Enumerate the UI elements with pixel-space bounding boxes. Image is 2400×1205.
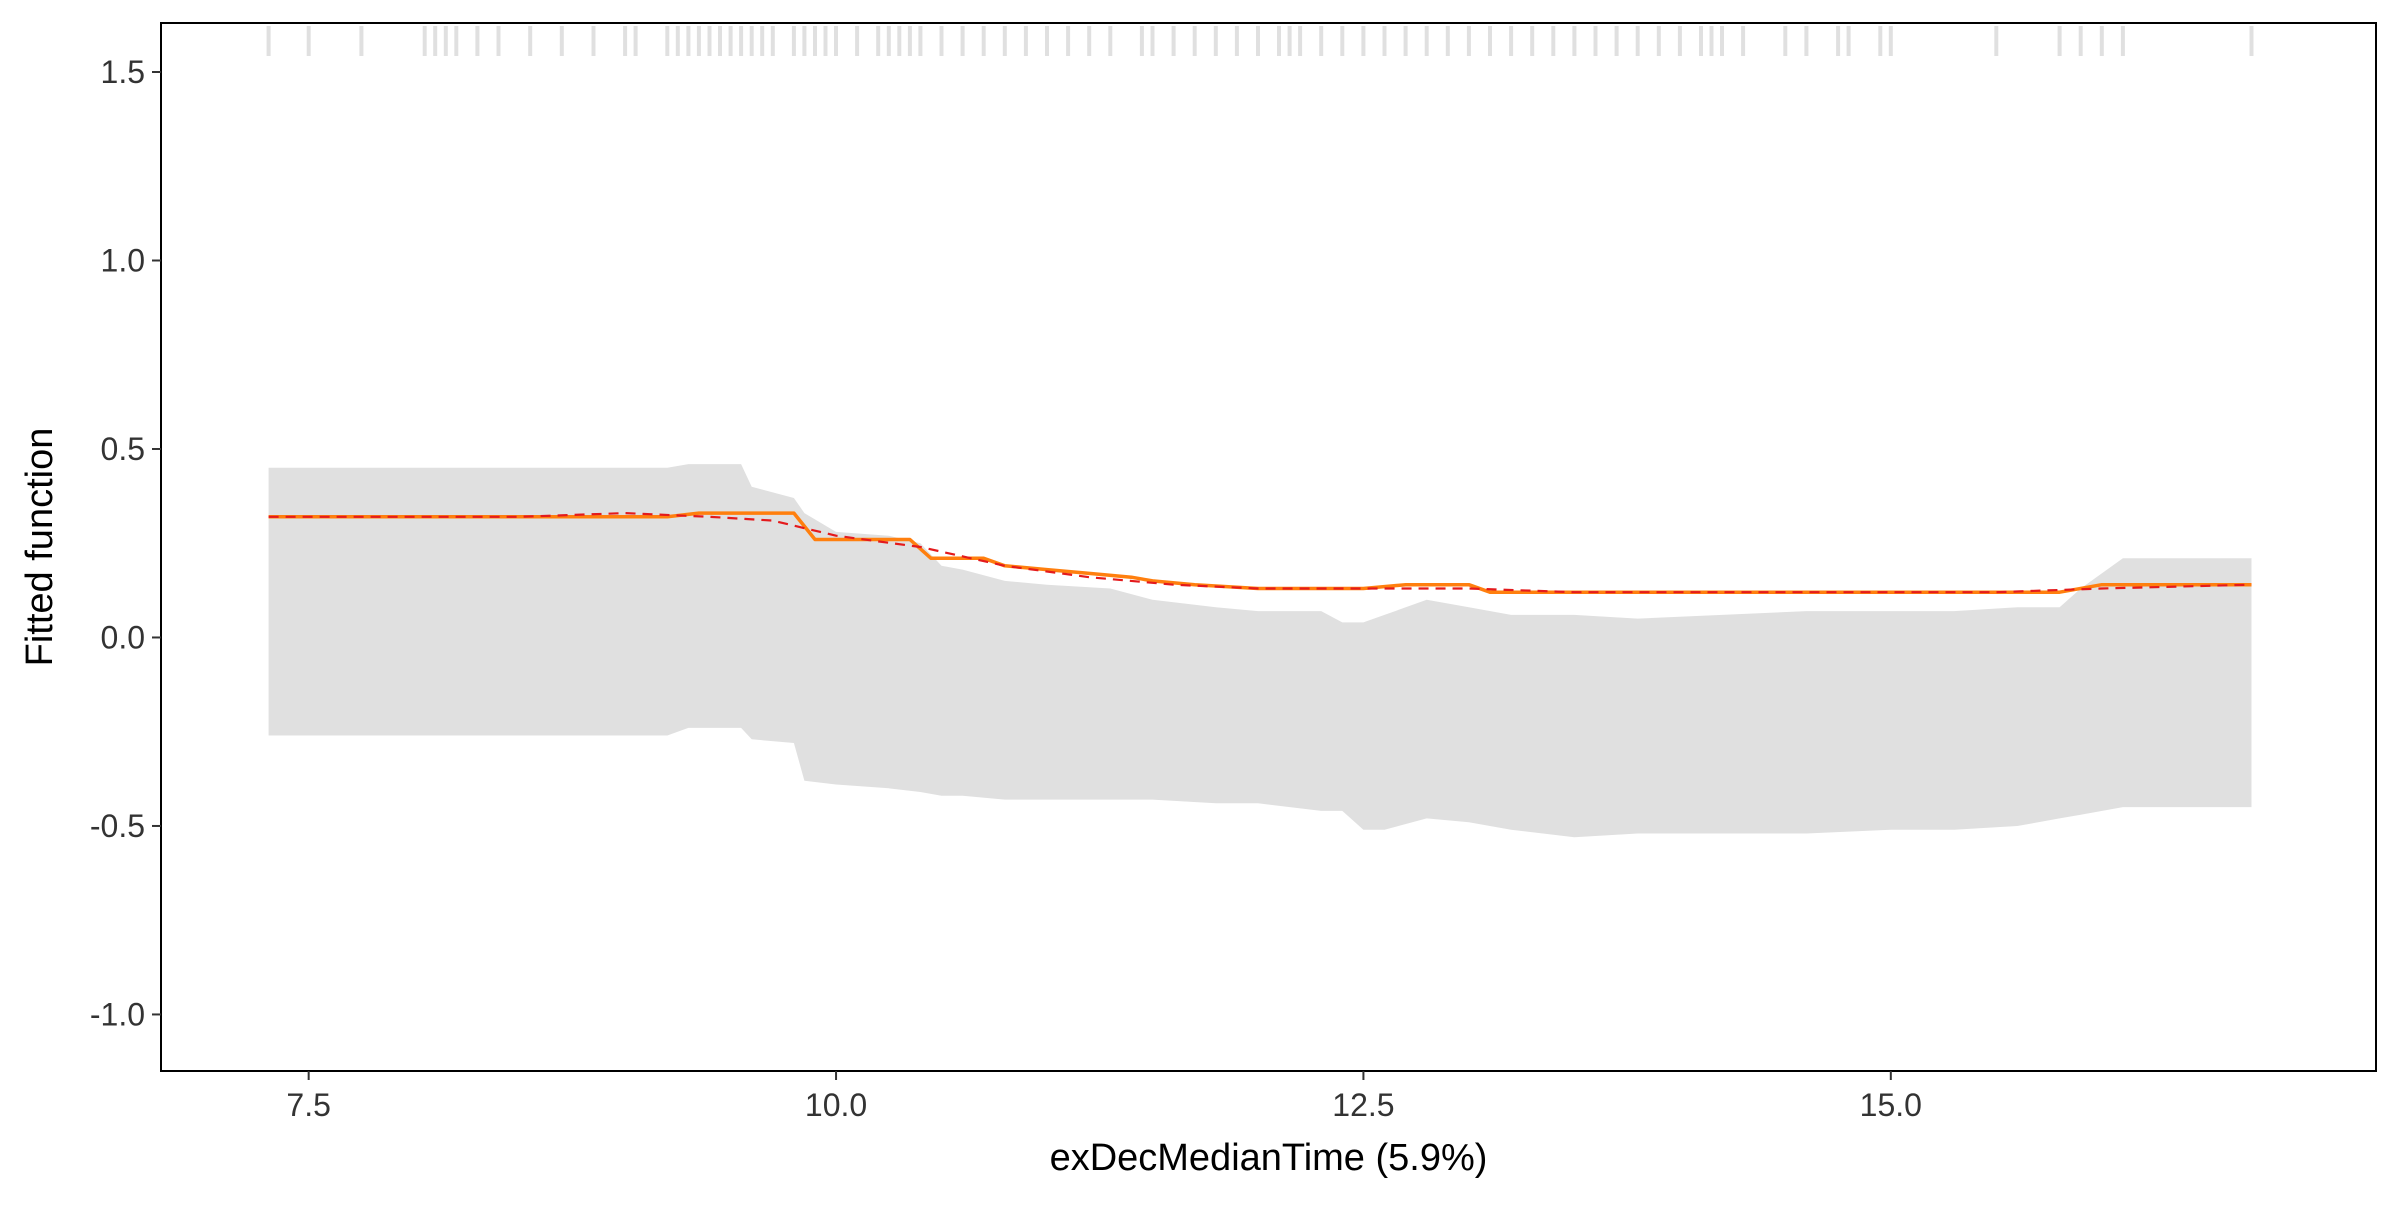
y-tick-label: -0.5: [90, 808, 145, 844]
dashed-line: [268, 512, 2252, 594]
x-tick-label: 12.5: [1332, 1087, 1394, 1123]
confidence-band: [268, 464, 2252, 838]
lines-layer: [268, 511, 2252, 594]
plot-frame: [160, 22, 2377, 1072]
y-tick-label: 1.0: [101, 242, 145, 278]
x-tick-label: 15.0: [1860, 1087, 1922, 1123]
y-tick-label: 0.5: [101, 431, 145, 467]
y-axis-ticks: 1.5 1.0 0.5 0.0 -0.5 -1.0: [90, 54, 161, 1032]
x-axis-title: exDecMedianTime (5.9%): [1050, 1137, 1488, 1179]
confidence-band-layer: [268, 464, 2252, 838]
y-axis-title: Fitted function: [19, 428, 61, 667]
rug-layer: [266, 26, 2254, 56]
y-tick-label: -1.0: [90, 996, 145, 1032]
y-tick-label: 1.5: [101, 54, 145, 90]
x-tick-label: 10.0: [805, 1087, 867, 1123]
x-axis-ticks: 7.5 10.0 12.5 15.0: [286, 1071, 1922, 1123]
y-tick-label: 0.0: [101, 619, 145, 655]
x-tick-label: 7.5: [286, 1087, 330, 1123]
